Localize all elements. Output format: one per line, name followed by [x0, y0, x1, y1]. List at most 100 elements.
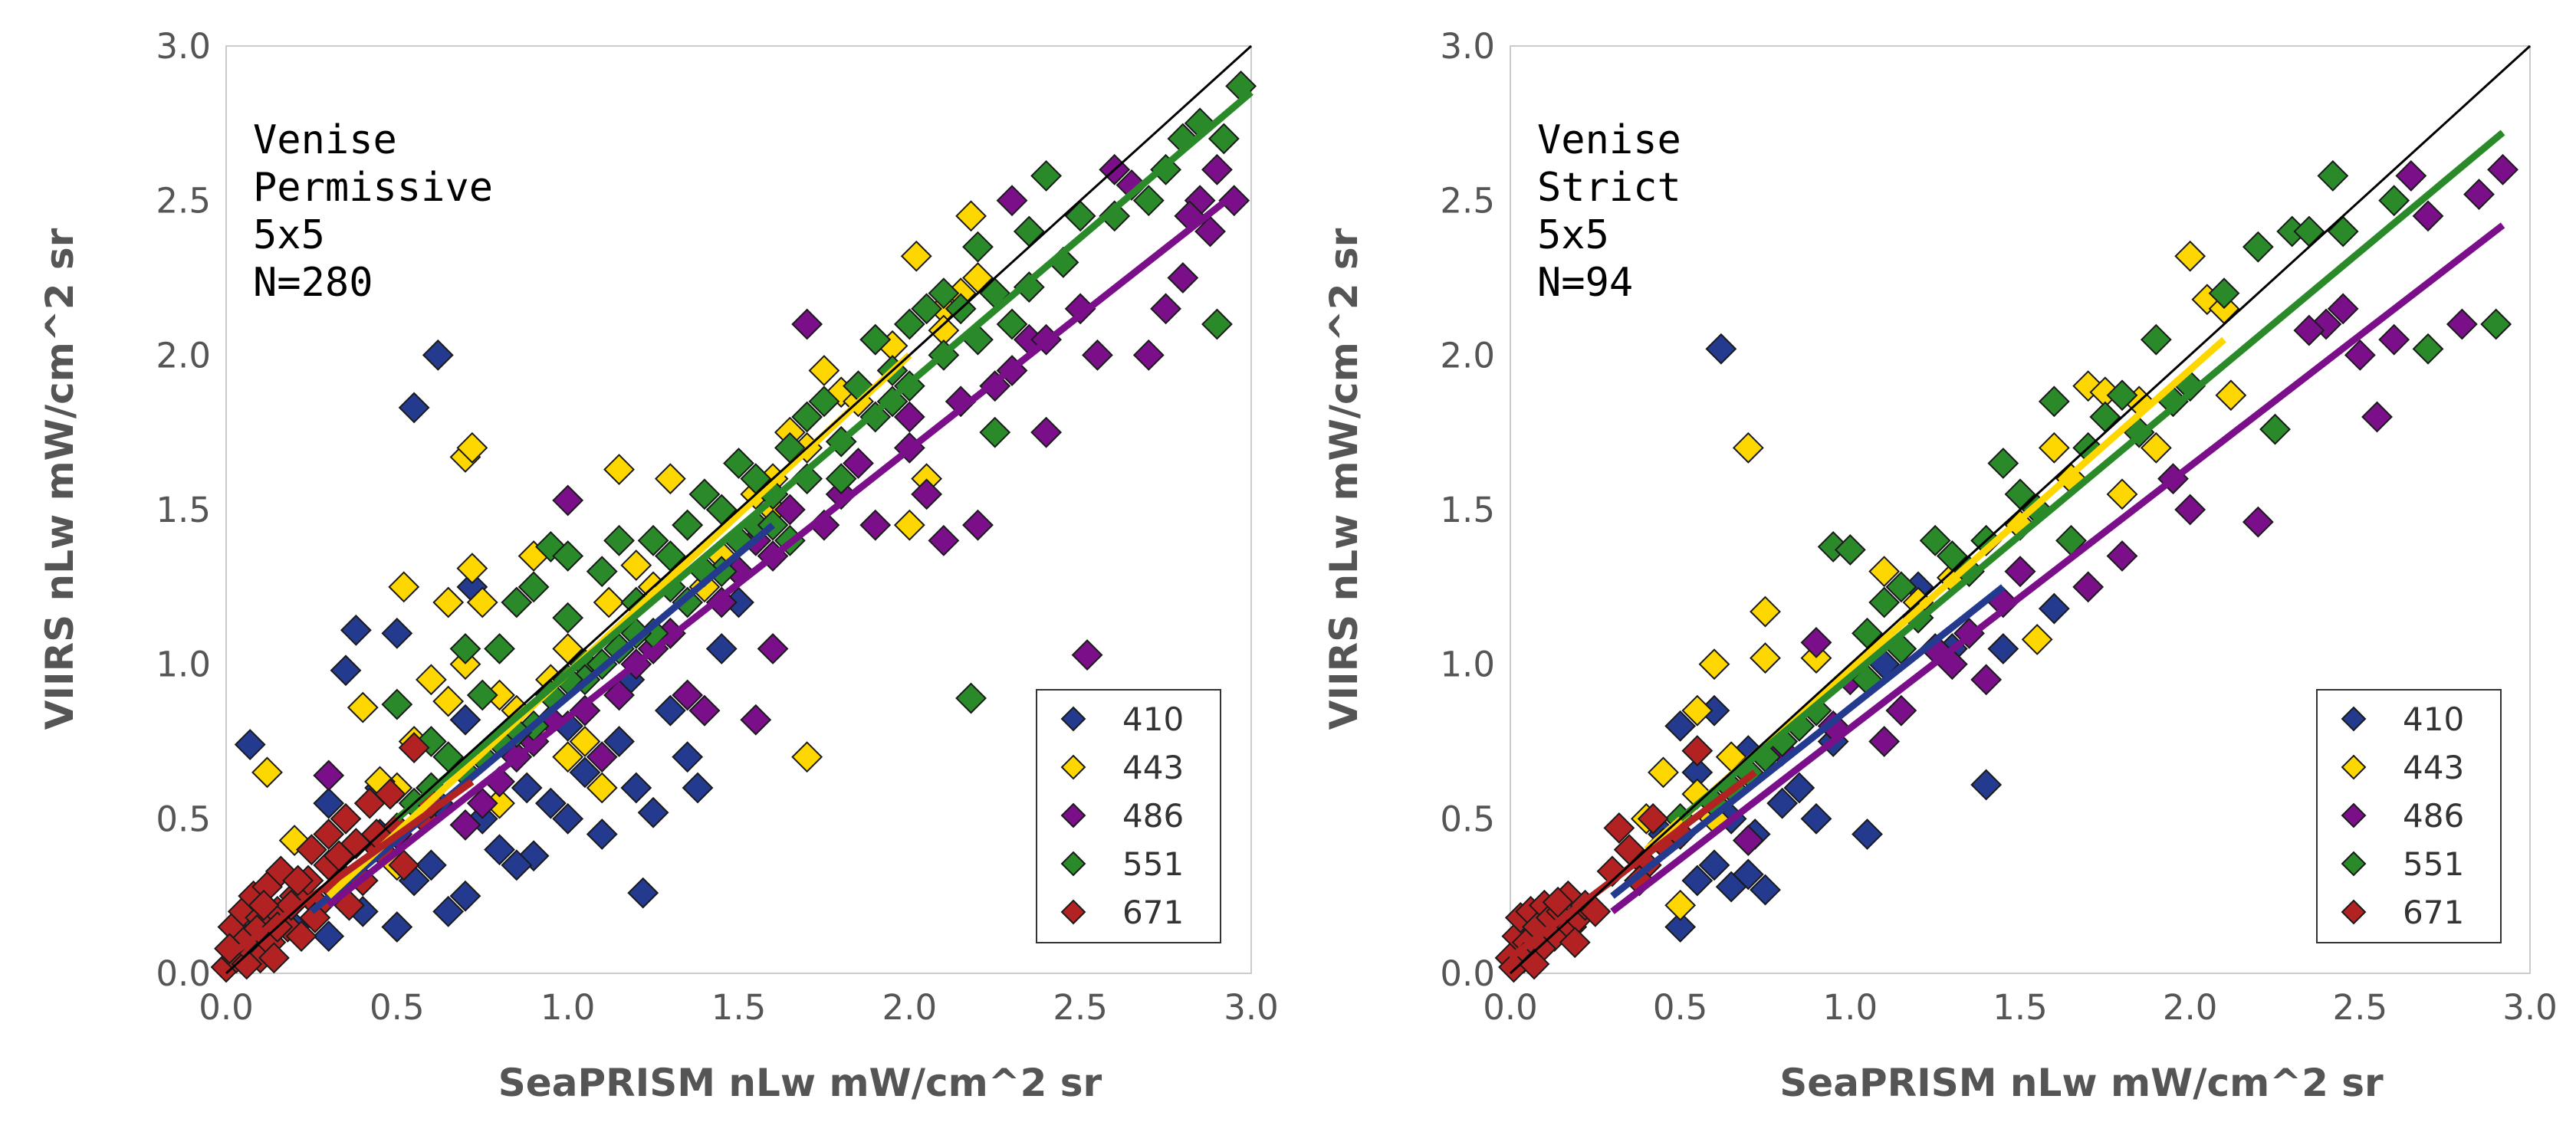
- legend-label-671: 671: [1122, 894, 1184, 931]
- point-486: [1194, 215, 1226, 248]
- point-410: [398, 392, 430, 424]
- point-486: [466, 787, 498, 819]
- point-551: [979, 416, 1011, 448]
- point-443: [569, 726, 601, 757]
- point-410: [672, 741, 704, 773]
- point-551: [1013, 271, 1045, 303]
- legend-label-486: 486: [2403, 797, 2464, 835]
- x-tick-label: 2.0: [2163, 987, 2218, 1028]
- legend-marker-671: [2341, 899, 2367, 925]
- legend-marker-443: [2341, 754, 2367, 780]
- point-551: [723, 448, 754, 479]
- point-486: [2344, 339, 2376, 371]
- point-551: [2259, 413, 2291, 445]
- fit-line-551: [394, 90, 1254, 822]
- point-486: [1132, 339, 1165, 371]
- point-671: [282, 864, 314, 897]
- point-443: [791, 741, 823, 773]
- point-410: [234, 729, 266, 760]
- point-551: [2412, 333, 2444, 365]
- y-axis-label: VIIRS nLw mW/cm^2 sr: [38, 228, 82, 730]
- point-410: [381, 911, 413, 943]
- y-tick-label: 2.0: [1440, 335, 1495, 376]
- point-551: [2140, 323, 2172, 356]
- point-671: [1603, 812, 1635, 844]
- point-551: [1919, 524, 1951, 556]
- point-443: [2038, 431, 2070, 464]
- legend-label-486: 486: [1122, 797, 1184, 835]
- x-tick-label: 0.0: [199, 987, 254, 1028]
- point-486: [791, 308, 823, 340]
- annotation-line: N=280: [253, 260, 373, 306]
- point-443: [415, 664, 447, 696]
- point-551: [859, 323, 892, 356]
- point-443: [456, 431, 488, 464]
- point-486: [843, 448, 874, 479]
- legend-label-551: 551: [1122, 845, 1184, 883]
- point-410: [2038, 592, 2070, 625]
- point-671: [374, 778, 406, 810]
- point-486: [2446, 308, 2478, 340]
- point-486: [1800, 627, 1832, 658]
- point-443: [1750, 595, 1781, 628]
- legend: 410 443 486 551 671: [1036, 689, 1221, 943]
- y-tick-label: 0.5: [1440, 799, 1495, 839]
- point-410: [330, 654, 362, 687]
- x-tick-label: 0.0: [1483, 987, 1538, 1028]
- point-551: [2038, 385, 2070, 418]
- legend: 410 443 486 551 671: [2316, 689, 2502, 943]
- point-551: [518, 571, 550, 603]
- point-671: [313, 819, 345, 850]
- legend-label-671: 671: [2403, 894, 2464, 931]
- point-443: [456, 553, 488, 585]
- point-486: [774, 494, 806, 526]
- y-tick-label: 0.0: [156, 953, 211, 994]
- point-410: [381, 617, 413, 649]
- fit-line-671: [224, 779, 475, 961]
- point-671: [248, 889, 280, 921]
- point-443: [1698, 648, 1730, 681]
- point-443: [432, 685, 465, 717]
- fit-line-671: [1508, 769, 1757, 961]
- fit-line-410: [309, 522, 775, 914]
- point-671: [1542, 886, 1574, 918]
- point-486: [603, 679, 635, 711]
- legend-marker-410: [1060, 706, 1086, 732]
- x-tick-label: 2.5: [2333, 987, 2388, 1028]
- point-410: [1664, 911, 1697, 943]
- annotation-line: N=94: [1537, 260, 1633, 306]
- point-551: [2106, 379, 2138, 412]
- annotation-line: Strict: [1537, 165, 1681, 211]
- point-410: [620, 772, 652, 804]
- point-671: [296, 834, 327, 866]
- legend-marker-671: [1060, 899, 1086, 925]
- point-410: [422, 339, 454, 371]
- point-410: [511, 772, 543, 804]
- point-486: [2487, 153, 2518, 185]
- point-486: [1732, 825, 1764, 856]
- point-443: [2106, 478, 2138, 510]
- point-443: [432, 586, 465, 618]
- x-tick-label: 2.5: [1053, 987, 1108, 1028]
- point-486: [2293, 314, 2325, 346]
- x-tick-label: 2.0: [882, 987, 938, 1028]
- x-tick-label: 1.0: [540, 987, 596, 1028]
- y-axis-label: VIIRS nLw mW/cm^2 sr: [1322, 228, 1366, 730]
- point-486: [2072, 571, 2104, 603]
- point-551: [893, 308, 925, 340]
- point-486: [2242, 506, 2274, 538]
- point-551: [449, 633, 481, 664]
- point-551: [2242, 231, 2274, 263]
- point-410: [1705, 333, 1737, 365]
- point-486: [1201, 153, 1233, 185]
- point-551: [955, 682, 987, 714]
- y-tick-label: 1.0: [156, 645, 211, 685]
- point-443: [2021, 623, 2053, 655]
- point-443: [1664, 889, 1697, 921]
- point-551: [1868, 586, 1901, 618]
- point-486: [2106, 540, 2138, 572]
- x-tick-label: 0.5: [370, 987, 425, 1028]
- point-410: [1698, 849, 1730, 881]
- x-axis-label: SeaPRISM nLw mW/cm^2 sr: [498, 1061, 1102, 1105]
